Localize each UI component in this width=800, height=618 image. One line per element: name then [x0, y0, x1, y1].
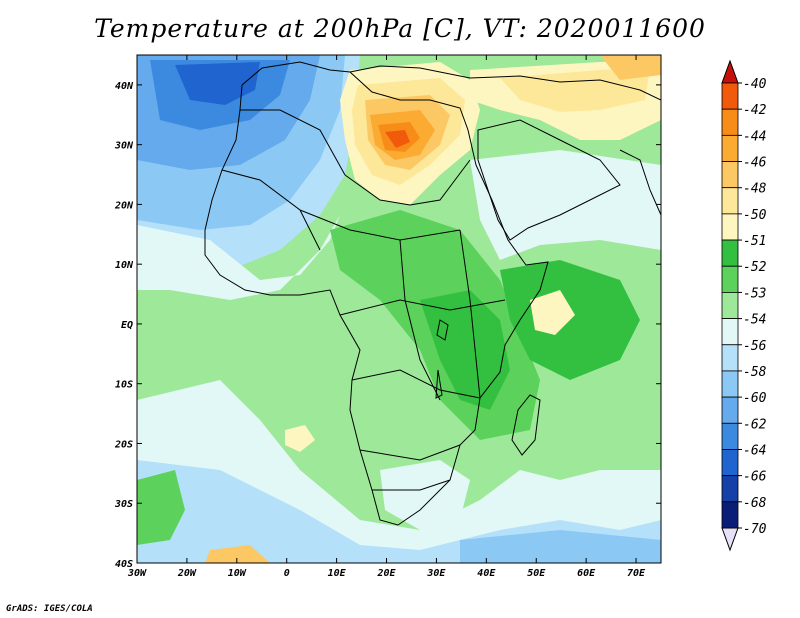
- lat-tick-label: EQ: [121, 320, 133, 331]
- colorbar-swatch: [721, 265, 739, 293]
- colorbar-label: -68: [743, 496, 767, 511]
- colorbar-swatch: [721, 475, 739, 503]
- lon-tick-label: 10E: [328, 568, 347, 579]
- lon-tick-label: 20E: [376, 568, 396, 579]
- colorbar-swatch: [721, 134, 739, 162]
- lat-tick-label: 20N: [114, 200, 134, 211]
- colorbar-label: -62: [743, 417, 767, 432]
- colorbar-swatch: [721, 370, 739, 398]
- lat-tick-label: 10S: [115, 380, 133, 391]
- colorbar-label: -46: [743, 156, 767, 171]
- colorbar-label: -56: [743, 339, 767, 354]
- lon-tick-label: 20W: [177, 568, 197, 579]
- colorbar-swatch: [721, 501, 739, 529]
- colorbar-label: -66: [743, 470, 767, 485]
- latitude-axis: 40S 30S 20S 10S EQ 10N 20N 30N 40N: [114, 81, 661, 570]
- lat-tick-label: 30S: [114, 499, 133, 510]
- colorbar-swatch: [721, 82, 739, 110]
- lon-tick-label: 70E: [627, 568, 646, 579]
- colorbar-legend: -40 -42 -44 -46 -48 -50 -51 -52 -53 -54 -56 -58 -60 -…: [721, 59, 767, 552]
- lon-tick-label: 10W: [228, 568, 247, 579]
- colorbar-swatch: [721, 422, 739, 450]
- colorbar-swatch: [721, 213, 739, 241]
- colorbar-swatch: [721, 161, 739, 189]
- coastline-outline: [204, 61, 661, 526]
- colorbar-label: -50: [743, 208, 767, 223]
- lon-tick-label: 50E: [527, 568, 546, 579]
- lat-tick-label: 40N: [115, 81, 134, 92]
- colorbar-swatch: [721, 449, 739, 477]
- colorbar-top-arrow: [721, 59, 739, 84]
- temperature-field: [137, 55, 661, 563]
- lat-tick-label: 20S: [114, 439, 133, 450]
- colorbar-label: -60: [743, 391, 767, 406]
- footer-credit: GrADS: IGES/COLA: [6, 604, 93, 614]
- colorbar-bottom-arrow: [721, 527, 739, 552]
- lon-tick-label: 60E: [577, 568, 596, 579]
- lon-tick-label: 40E: [477, 568, 496, 579]
- colorbar-label: -52: [743, 260, 767, 275]
- plot-frame: [136, 54, 662, 564]
- lat-tick-label: 40S: [115, 559, 133, 570]
- colorbar-label: -48: [743, 182, 767, 197]
- colorbar-label: -44: [743, 129, 766, 144]
- colorbar-label: -51: [743, 234, 766, 249]
- colorbar-label: -40: [743, 77, 767, 92]
- longitude-axis: 30W 20W 10W 0 10E 20E 30E 40E 50E 60E 70E: [127, 55, 646, 579]
- map-title: Temperature at 200hPa [C], VT: 202001160…: [94, 14, 706, 43]
- lat-tick-label: 10N: [115, 260, 134, 271]
- lon-tick-label: 30W: [127, 568, 147, 579]
- colorbar-swatch: [721, 187, 739, 215]
- colorbar-swatch: [721, 108, 739, 136]
- lat-tick-label: 30N: [114, 141, 134, 152]
- colorbar-label: -42: [743, 103, 767, 118]
- colorbar-swatch: [721, 396, 739, 424]
- colorbar-swatch: [721, 292, 739, 319]
- colorbar-label: -54: [743, 313, 766, 328]
- colorbar-label: -53: [743, 286, 766, 301]
- lon-tick-label: 30E: [426, 568, 446, 579]
- colorbar-label: -64: [743, 443, 766, 458]
- lon-tick-label: 0: [284, 568, 290, 579]
- colorbar-swatch: [721, 318, 739, 346]
- colorbar-swatch: [721, 239, 739, 267]
- colorbar-label: -70: [743, 522, 767, 537]
- colorbar-label: -58: [743, 365, 767, 380]
- colorbar-swatch: [721, 344, 739, 372]
